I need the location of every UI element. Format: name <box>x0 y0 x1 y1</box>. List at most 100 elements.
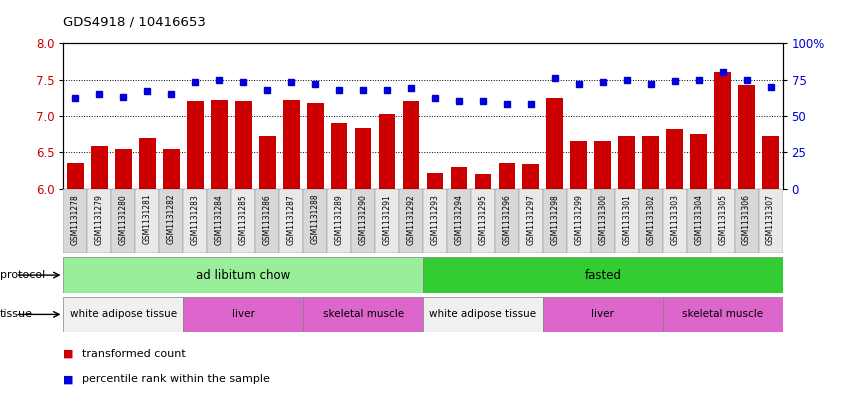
Bar <box>351 189 375 253</box>
Bar <box>91 147 107 189</box>
Bar <box>570 141 587 189</box>
Bar <box>471 189 495 253</box>
Text: GSM1131305: GSM1131305 <box>718 194 727 245</box>
Bar <box>690 134 707 189</box>
Bar <box>139 138 156 189</box>
Bar <box>447 189 471 253</box>
Bar <box>423 257 783 293</box>
Bar <box>184 297 303 332</box>
Text: liver: liver <box>232 309 255 320</box>
Bar <box>667 129 683 189</box>
Text: GSM1131295: GSM1131295 <box>479 194 487 245</box>
Bar <box>714 72 731 189</box>
Text: GSM1131279: GSM1131279 <box>95 194 104 245</box>
Text: ■: ■ <box>63 374 74 384</box>
Bar <box>159 189 184 253</box>
Text: GSM1131285: GSM1131285 <box>239 194 248 244</box>
Text: GSM1131284: GSM1131284 <box>215 194 223 244</box>
Text: transformed count: transformed count <box>82 349 186 359</box>
Bar <box>331 123 348 189</box>
Text: liver: liver <box>591 309 614 320</box>
Bar <box>498 163 515 189</box>
Bar <box>63 189 87 253</box>
Bar <box>211 100 228 189</box>
Text: GSM1131289: GSM1131289 <box>335 194 343 244</box>
Text: GSM1131304: GSM1131304 <box>695 194 703 245</box>
Bar <box>759 189 783 253</box>
Bar <box>303 189 327 253</box>
Bar <box>642 136 659 189</box>
Text: GSM1131303: GSM1131303 <box>670 194 679 245</box>
Bar <box>687 189 711 253</box>
Bar <box>255 189 279 253</box>
Bar <box>283 100 299 189</box>
Bar <box>591 189 615 253</box>
Text: GSM1131288: GSM1131288 <box>310 194 320 244</box>
Bar <box>711 189 734 253</box>
Bar <box>739 85 755 189</box>
Text: GSM1131301: GSM1131301 <box>623 194 631 245</box>
Text: GSM1131297: GSM1131297 <box>526 194 536 245</box>
Bar <box>451 167 467 189</box>
Bar <box>618 136 635 189</box>
Bar <box>475 174 492 189</box>
Bar <box>543 297 662 332</box>
Bar <box>259 136 276 189</box>
Bar <box>519 189 543 253</box>
Bar <box>399 189 423 253</box>
Bar <box>543 189 567 253</box>
Text: GSM1131281: GSM1131281 <box>143 194 151 244</box>
Bar <box>235 101 251 189</box>
Bar <box>207 189 231 253</box>
Bar <box>495 189 519 253</box>
Bar <box>231 189 255 253</box>
Bar <box>87 189 112 253</box>
Text: skeletal muscle: skeletal muscle <box>682 309 763 320</box>
Text: GSM1131306: GSM1131306 <box>742 194 751 245</box>
Text: GSM1131299: GSM1131299 <box>574 194 583 245</box>
Bar <box>115 149 132 189</box>
Text: GDS4918 / 10416653: GDS4918 / 10416653 <box>63 16 206 29</box>
Text: GSM1131283: GSM1131283 <box>191 194 200 244</box>
Text: white adipose tissue: white adipose tissue <box>430 309 536 320</box>
Bar <box>327 189 351 253</box>
Bar <box>112 189 135 253</box>
Bar <box>63 297 184 332</box>
Bar <box>762 136 779 189</box>
Text: ad libitum chow: ad libitum chow <box>196 268 290 282</box>
Bar <box>403 101 420 189</box>
Text: GSM1131307: GSM1131307 <box>766 194 775 245</box>
Text: skeletal muscle: skeletal muscle <box>322 309 404 320</box>
Text: percentile rank within the sample: percentile rank within the sample <box>82 374 270 384</box>
Bar <box>662 297 783 332</box>
Bar <box>423 189 447 253</box>
Bar <box>307 103 323 189</box>
Bar <box>303 297 423 332</box>
Bar <box>379 114 395 189</box>
Text: white adipose tissue: white adipose tissue <box>70 309 177 320</box>
Text: GSM1131294: GSM1131294 <box>454 194 464 245</box>
Bar <box>163 149 179 189</box>
Bar <box>187 101 204 189</box>
Bar <box>734 189 759 253</box>
Text: GSM1131291: GSM1131291 <box>382 194 392 244</box>
Text: GSM1131300: GSM1131300 <box>598 194 607 245</box>
Bar <box>595 141 611 189</box>
Bar <box>639 189 662 253</box>
Bar <box>426 173 443 189</box>
Bar <box>184 189 207 253</box>
Bar <box>375 189 399 253</box>
Text: GSM1131286: GSM1131286 <box>263 194 272 244</box>
Text: fasted: fasted <box>585 268 621 282</box>
Text: tissue: tissue <box>0 309 33 320</box>
Text: GSM1131296: GSM1131296 <box>503 194 511 245</box>
Text: ■: ■ <box>63 349 74 359</box>
Bar <box>423 297 543 332</box>
Text: GSM1131293: GSM1131293 <box>431 194 439 245</box>
Bar <box>662 189 687 253</box>
Text: GSM1131282: GSM1131282 <box>167 194 176 244</box>
Text: GSM1131280: GSM1131280 <box>119 194 128 244</box>
Bar <box>67 163 84 189</box>
Bar <box>279 189 303 253</box>
Text: GSM1131290: GSM1131290 <box>359 194 367 245</box>
